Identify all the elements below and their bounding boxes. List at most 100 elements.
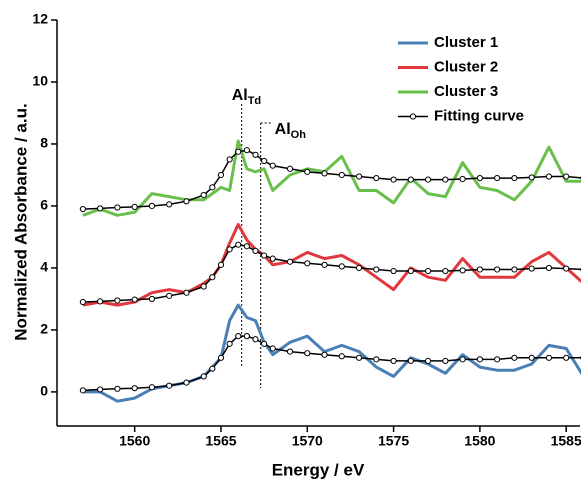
fit-marker — [243, 333, 250, 340]
fit-marker — [235, 148, 242, 155]
y-tick-label: 8 — [40, 135, 48, 151]
y-tick-label: 6 — [40, 197, 48, 213]
fit-marker — [243, 243, 250, 250]
fit-marker — [131, 203, 138, 210]
fit-marker — [407, 357, 414, 365]
fit-marker — [166, 382, 173, 389]
fit-marker — [528, 265, 535, 272]
fit-marker — [286, 348, 294, 355]
fit-marker — [183, 379, 190, 386]
fit-marker — [114, 204, 121, 211]
fit-marker — [459, 175, 466, 183]
y-tick-label: 10 — [32, 73, 48, 89]
fit-marker — [442, 176, 449, 183]
fit-marker — [217, 261, 225, 268]
fit-marker — [355, 264, 363, 272]
fit-marker — [425, 357, 432, 365]
fit-marker — [269, 162, 276, 169]
fit-marker — [183, 198, 190, 205]
fit-marker — [79, 205, 86, 213]
fit-marker — [373, 266, 380, 273]
fit-line — [82, 243, 581, 303]
fit-marker — [226, 156, 233, 163]
fit-marker — [261, 252, 268, 259]
legend-label: Cluster 2 — [434, 58, 498, 75]
legend-label: Cluster 3 — [434, 83, 498, 100]
x-tick-label: 1570 — [292, 433, 323, 449]
fit-marker — [338, 171, 345, 179]
fit-marker — [476, 356, 483, 363]
legend-marker — [409, 113, 417, 120]
fit-marker — [114, 385, 121, 392]
fit-marker — [166, 292, 173, 299]
fit-marker — [209, 365, 216, 372]
fit-marker — [511, 354, 518, 361]
annotation: AlTd — [232, 87, 261, 107]
x-tick-label: 1560 — [119, 433, 150, 449]
y-tick-label: 0 — [40, 383, 48, 399]
fit-marker — [528, 174, 535, 181]
fit-marker — [148, 202, 156, 210]
annotation-sub: Td — [248, 95, 261, 107]
fit-marker — [131, 385, 138, 392]
annotation-text: Al — [232, 87, 248, 104]
fit-marker — [425, 267, 432, 275]
series-line — [82, 139, 581, 217]
legend-label: Fitting curve — [434, 107, 524, 124]
fit-marker — [79, 387, 86, 394]
fit-marker — [373, 356, 380, 363]
series-line — [82, 223, 581, 307]
fit-marker — [563, 265, 570, 272]
x-tick-label: 1580 — [464, 433, 495, 449]
fit-marker — [407, 176, 414, 183]
fit-marker — [390, 176, 397, 183]
y-axis-title: Normalized Absorbance / a.u. — [11, 103, 30, 340]
fit-marker — [114, 297, 121, 304]
fit-marker — [355, 354, 363, 361]
fit-marker — [355, 173, 363, 180]
fit-marker — [261, 340, 268, 347]
fit-marker — [563, 354, 570, 361]
fit-marker — [545, 264, 553, 272]
fit-marker — [442, 267, 449, 275]
y-tick-label: 2 — [40, 321, 48, 337]
fit-marker — [97, 298, 104, 305]
fit-marker — [390, 267, 397, 275]
fit-marker — [252, 247, 259, 254]
x-tick-label: 1585 — [551, 433, 581, 449]
fit-marker — [511, 266, 518, 273]
fit-marker — [200, 192, 207, 199]
fit-marker — [545, 173, 553, 180]
fit-marker — [321, 170, 328, 177]
x-tick-label: 1575 — [378, 433, 409, 449]
fit-marker — [494, 174, 501, 182]
annotation: AlOh — [275, 121, 307, 141]
fit-marker — [442, 357, 449, 365]
fit-marker — [79, 298, 86, 306]
fit-marker — [97, 205, 104, 212]
fit-marker — [261, 157, 268, 165]
fit-marker — [338, 353, 345, 360]
fit-marker — [373, 174, 380, 182]
fit-marker — [476, 174, 483, 182]
fit-marker — [545, 354, 553, 361]
fit-marker — [286, 165, 294, 172]
fit-marker — [148, 384, 156, 391]
y-tick-label: 4 — [40, 259, 48, 275]
fit-marker — [131, 296, 138, 303]
fit-marker — [226, 246, 233, 253]
fit-line — [82, 335, 581, 392]
fit-marker — [209, 274, 216, 281]
fit-marker — [217, 171, 225, 179]
fit-marker — [243, 147, 250, 154]
fit-marker — [407, 267, 414, 275]
fit-marker — [269, 255, 276, 262]
fit-marker — [304, 350, 311, 357]
fit-marker — [528, 354, 535, 361]
fit-marker — [286, 258, 294, 265]
fit-marker — [148, 295, 156, 303]
fit-marker — [494, 356, 501, 363]
fit-marker — [321, 261, 328, 268]
